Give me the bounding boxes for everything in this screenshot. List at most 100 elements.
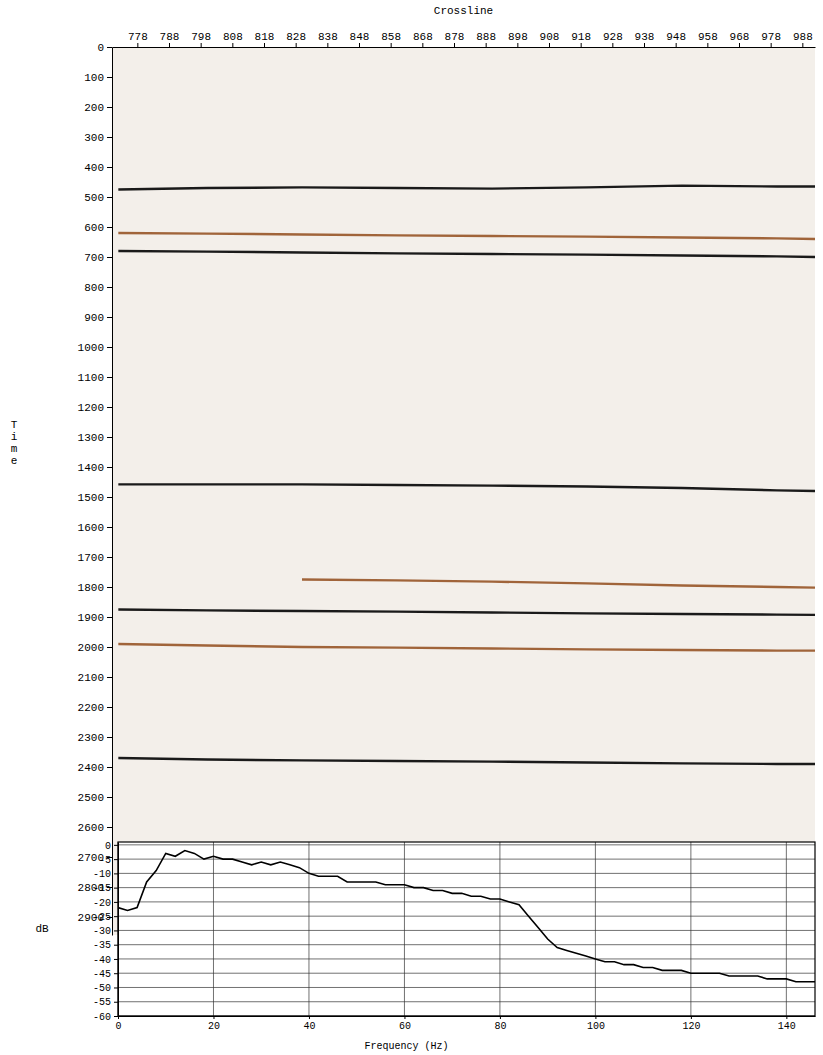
frequency-tick: 0: [115, 1016, 121, 1032]
time-tick-mark: [107, 647, 112, 648]
crossline-tick-mark: [391, 43, 392, 47]
time-tick-mark: [107, 557, 112, 558]
crossline-tick-label: 938: [635, 31, 655, 43]
crossline-tick-label: 858: [381, 31, 401, 43]
crossline-tick-label: 898: [508, 31, 528, 43]
time-tick: 2200: [78, 702, 112, 714]
crossline-tick-mark: [422, 43, 423, 47]
time-tick-label: 2000: [78, 642, 104, 654]
time-tick-mark: [107, 317, 112, 318]
time-tick-mark: [107, 467, 112, 468]
db-tick: -35: [93, 940, 118, 951]
crossline-tick: 868: [413, 31, 433, 47]
time-tick-label: 2400: [78, 762, 104, 774]
crossline-tick-mark: [232, 43, 233, 47]
db-tick-label: -55: [93, 997, 111, 1008]
grid-line: [118, 916, 815, 917]
y-axis-title: Time: [11, 419, 18, 467]
crossline-tick-label: 828: [286, 31, 306, 43]
crossline-tick: 778: [128, 31, 148, 47]
time-tick-mark: [107, 77, 112, 78]
crossline-tick: 808: [223, 31, 243, 47]
frequency-tick-label: 120: [682, 1021, 700, 1032]
time-tick-mark: [107, 437, 112, 438]
time-tick-label: 200: [84, 102, 104, 114]
time-tick-mark: [107, 587, 112, 588]
db-tick: -30: [93, 926, 118, 937]
time-tick: 2400: [78, 762, 112, 774]
db-tick: 0: [105, 841, 118, 852]
time-tick: 500: [84, 192, 112, 204]
crossline-tick-mark: [296, 43, 297, 47]
crossline-tick-mark: [517, 43, 518, 47]
db-tick: -50: [93, 983, 118, 994]
time-tick-mark: [107, 197, 112, 198]
crossline-tick-label: 908: [540, 31, 560, 43]
db-tick: -25: [93, 912, 118, 923]
time-tick-label: 1300: [78, 432, 104, 444]
crossline-tick: 928: [603, 31, 623, 47]
time-tick-mark: [107, 257, 112, 258]
grid-line: [595, 842, 596, 1016]
db-tick: -15: [93, 883, 118, 894]
reflector: [118, 233, 815, 239]
time-tick: 600: [84, 222, 112, 234]
grid-line: [308, 842, 309, 1016]
crossline-tick-mark: [581, 43, 582, 47]
crossline-tick: 788: [160, 31, 180, 47]
time-tick-label: 400: [84, 162, 104, 174]
time-tick-mark: [107, 227, 112, 228]
crossline-tick-mark: [612, 43, 613, 47]
frequency-tick-mark: [595, 1016, 596, 1019]
db-tick-label: -25: [93, 912, 111, 923]
crossline-tick-label: 958: [698, 31, 718, 43]
crossline-tick: 888: [476, 31, 496, 47]
crossline-tick: 798: [191, 31, 211, 47]
crossline-tick-label: 928: [603, 31, 623, 43]
crossline-tick-label: 818: [255, 31, 275, 43]
frequency-tick-label: 0: [115, 1021, 121, 1032]
time-tick: 1900: [78, 612, 112, 624]
grid-line: [213, 842, 214, 1016]
grid: [118, 842, 815, 1016]
frequency-tick: 100: [587, 1016, 605, 1032]
reflector: [118, 610, 815, 615]
time-tick-label: 2100: [78, 672, 104, 684]
crossline-tick-label: 978: [761, 31, 781, 43]
time-tick-mark: [107, 707, 112, 708]
db-tick-label: 0: [105, 841, 111, 852]
time-tick-label: 1900: [78, 612, 104, 624]
frequency-tick: 120: [682, 1016, 700, 1032]
time-tick: 900: [84, 312, 112, 324]
crossline-tick-mark: [644, 43, 645, 47]
frequency-axis: 020406080100120140: [115, 1016, 815, 1032]
db-tick-mark: [114, 845, 118, 846]
crossline-tick-mark: [771, 43, 772, 47]
db-tick: -45: [93, 969, 118, 980]
db-tick-label: -40: [93, 955, 111, 966]
db-tick-mark: [114, 888, 118, 889]
db-tick-mark: [114, 945, 118, 946]
time-tick-mark: [107, 287, 112, 288]
crossline-tick-label: 868: [413, 31, 433, 43]
time-tick-mark: [107, 527, 112, 528]
db-axis: 0-5-10-15-20-25-30-35-40-45-50-55-60: [93, 841, 119, 1023]
crossline-tick-mark: [264, 43, 265, 47]
time-tick: 2500: [78, 792, 112, 804]
time-tick-mark: [107, 377, 112, 378]
reflector: [118, 251, 815, 257]
time-tick-mark: [107, 827, 112, 828]
crossline-tick-mark: [707, 43, 708, 47]
grid-line: [786, 842, 787, 1016]
crossline-tick-mark: [676, 43, 677, 47]
crossline-tick-mark: [739, 43, 740, 47]
crossline-tick-mark: [486, 43, 487, 47]
time-tick-label: 2300: [78, 732, 104, 744]
time-tick-mark: [107, 617, 112, 618]
crossline-tick-label: 968: [730, 31, 750, 43]
crossline-axis-line: [113, 47, 816, 48]
db-tick-mark: [114, 916, 118, 917]
time-tick: 1200: [78, 402, 112, 414]
time-tick: 700: [84, 252, 112, 264]
time-tick-label: 1200: [78, 402, 104, 414]
